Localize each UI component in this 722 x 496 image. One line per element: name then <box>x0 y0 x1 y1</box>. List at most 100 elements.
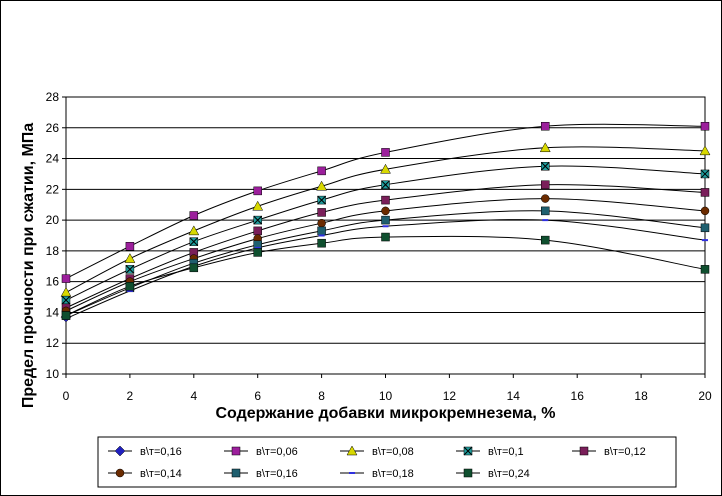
data-point <box>700 265 710 274</box>
marker-cross <box>61 295 71 305</box>
x-tick-label: 10 <box>379 389 393 403</box>
data-point <box>189 211 199 220</box>
data-point <box>381 206 390 216</box>
data-point <box>381 180 390 190</box>
legend-marker <box>346 445 358 456</box>
data-point <box>700 169 710 179</box>
data-point <box>540 161 550 171</box>
data-point <box>253 186 262 196</box>
data-point <box>381 148 390 157</box>
data-point <box>382 225 389 228</box>
data-point <box>541 121 550 131</box>
series-markers <box>60 121 711 323</box>
data-point <box>317 218 326 228</box>
legend-label: в\т=0,16 <box>140 446 182 458</box>
data-point <box>318 234 325 237</box>
x-tick-label: 0 <box>63 389 70 403</box>
legend-marker <box>349 472 355 474</box>
data-point <box>381 215 390 225</box>
y-tick-label: 26 <box>46 121 60 135</box>
marker-cross <box>253 215 263 225</box>
data-point <box>541 194 550 203</box>
legend-label: в\т=0,24 <box>488 468 530 480</box>
data-point <box>125 242 135 251</box>
marker-cross <box>463 446 473 456</box>
data-point <box>317 238 326 248</box>
x-tick-label: 16 <box>571 389 585 403</box>
x-tick-label: 4 <box>190 389 197 403</box>
y-tick-label: 14 <box>46 305 60 319</box>
legend-marker <box>579 446 589 456</box>
data-point <box>60 286 72 297</box>
y-tick-label: 24 <box>46 152 60 166</box>
data-point <box>61 274 71 283</box>
data-point <box>380 163 391 174</box>
legend-label: в\т=0,06 <box>256 446 298 458</box>
marker-cross <box>540 161 550 171</box>
y-tick-label: 12 <box>46 336 60 350</box>
y-tick-label: 28 <box>46 90 60 104</box>
legend: в\т=0,16 в\т=0,06 в\т=0,08 в\т=0,1 в\т=0,12 в… <box>97 436 677 488</box>
legend-label: в\т=0,18 <box>372 468 414 480</box>
data-point <box>126 289 133 292</box>
marker-cross <box>125 265 135 274</box>
data-point <box>539 142 551 153</box>
x-tick-label: 2 <box>127 389 134 403</box>
y-tick-label: 22 <box>46 182 60 196</box>
data-point <box>189 263 199 273</box>
marker-cross <box>700 169 710 179</box>
legend-box <box>97 436 677 488</box>
data-point <box>700 121 710 131</box>
y-tick-label: 16 <box>46 275 60 289</box>
data-point <box>541 206 550 216</box>
data-point <box>61 295 71 305</box>
data-point <box>699 145 711 156</box>
data-point <box>252 200 264 211</box>
data-point <box>254 246 261 249</box>
marker-cross <box>381 180 390 190</box>
data-point <box>317 195 326 205</box>
data-point <box>542 219 549 222</box>
marker-cross <box>189 237 199 247</box>
legend-marker <box>231 446 241 456</box>
legend-marker <box>115 468 125 478</box>
x-tick-label: 20 <box>698 389 712 403</box>
data-point <box>189 237 199 247</box>
y-axis-ticks: 10 12 14 16 18 20 22 24 26 28 <box>46 90 66 381</box>
x-tick-label: 18 <box>634 389 648 403</box>
data-point <box>124 253 136 263</box>
legend-marker <box>463 446 473 456</box>
data-point <box>702 239 708 242</box>
x-tick-label: 12 <box>443 389 457 403</box>
x-tick-label: 14 <box>507 389 521 403</box>
x-tick-label: 6 <box>254 389 261 403</box>
legend-label: в\т=0,1 <box>488 446 524 458</box>
x-tick-label: 8 <box>318 389 325 403</box>
legend-marker <box>231 468 241 478</box>
data-point <box>541 235 550 245</box>
y-axis-title: Предел прочности при сжатии, МПа <box>20 123 37 408</box>
data-point <box>381 232 390 242</box>
legend-label: в\т=0,08 <box>372 446 414 458</box>
data-point <box>316 180 328 191</box>
series-line <box>65 235 706 316</box>
x-axis-title: Содержание добавки микрокремнезема, % <box>215 405 555 422</box>
legend-marker <box>114 445 126 457</box>
data-point <box>317 226 326 236</box>
legend-label: в\т=0,12 <box>604 446 646 458</box>
data-point <box>253 248 262 257</box>
data-point <box>317 166 326 176</box>
data-point <box>125 282 135 291</box>
y-tick-label: 18 <box>46 244 60 258</box>
data-point <box>253 226 262 236</box>
legend-marker <box>463 468 473 478</box>
data-point <box>317 208 326 217</box>
x-axis-ticks: 0 2 4 6 8 10 12 14 16 18 20 <box>63 374 712 403</box>
data-point <box>700 223 710 233</box>
data-point <box>700 206 710 216</box>
data-point <box>125 265 135 274</box>
marker-cross <box>317 195 326 205</box>
data-point <box>188 225 200 236</box>
data-point <box>61 311 71 320</box>
